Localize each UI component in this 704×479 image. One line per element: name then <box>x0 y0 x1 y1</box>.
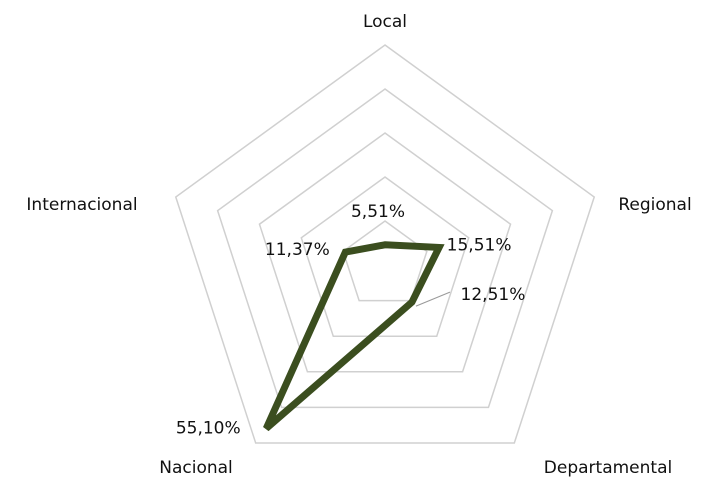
category-label: Regional <box>618 195 691 215</box>
category-label: Departamental <box>544 458 672 478</box>
grid-ring <box>342 220 428 302</box>
category-label: Internacional <box>26 195 137 215</box>
category-label: Local <box>363 12 407 32</box>
category-label: Nacional <box>159 458 233 478</box>
data-label: 12,51% <box>461 285 526 305</box>
grid-ring <box>258 132 512 373</box>
data-label: 11,37% <box>265 240 330 260</box>
data-label: 55,10% <box>176 418 241 438</box>
grid-ring <box>174 44 596 444</box>
data-label: 15,51% <box>447 235 512 255</box>
leader-line <box>415 291 451 307</box>
data-line <box>263 241 445 432</box>
data-label: 5,51% <box>351 202 405 222</box>
grid-ring <box>216 88 554 409</box>
grid-ring <box>300 176 470 337</box>
